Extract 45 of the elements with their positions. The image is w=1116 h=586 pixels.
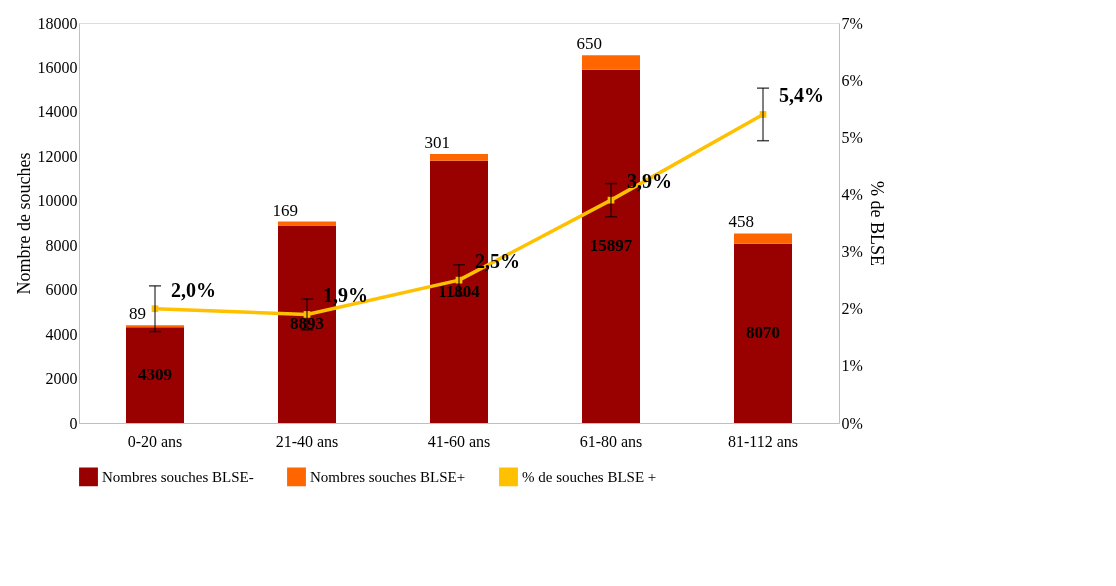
y-tick-label: 4000 [45,325,78,343]
data-label: 89 [129,304,146,324]
y-tick-label: 12000 [37,147,78,165]
bar [582,55,640,70]
data-label: 2,0% [171,278,216,301]
y2-tick-label: 1% [841,357,863,375]
y-tick-label: 2000 [45,370,78,388]
y2-tick-label: 4% [841,185,863,203]
data-label: 11804 [438,281,481,301]
x-tick-label: 61-80 ans [579,432,643,450]
data-label: 15897 [589,236,633,256]
legend-label: Nombres souches BLSE+ [310,468,466,485]
bar [126,327,184,423]
y2-tick-label: 0% [841,414,863,432]
x-tick-label: 81-112 ans [727,432,799,450]
y-tick-label: 14000 [37,103,78,121]
x-tick-label: 21-40 ans [275,432,339,450]
data-label: 169 [272,200,298,220]
x-tick-label: 0-20 ans [127,432,183,450]
legend-label: Nombres souches BLSE- [102,468,254,485]
y-tick-label: 6000 [45,281,78,299]
data-label: 8070 [746,323,780,343]
y-tick-label: 18000 [37,14,78,32]
bar [734,233,792,244]
y-tick-label: 8000 [45,236,78,254]
y-tick-label: 16000 [37,58,78,76]
y-tick-label: 0 [69,414,78,432]
y2-tick-label: 2% [841,300,863,318]
data-label: 650 [576,34,602,54]
x-tick-label: 41-60 ans [427,432,491,450]
y2-tick-label: 3% [841,243,863,261]
bar [430,154,488,161]
y2-axis-title: % de BLSE [866,181,887,266]
y2-tick-label: 5% [841,128,863,146]
data-label: 458 [728,212,754,232]
data-label: 5,4% [779,84,824,107]
y2-tick-label: 7% [841,14,863,32]
bar [734,243,792,423]
y-tick-label: 10000 [37,192,78,210]
y-axis-title: Nombre de souches [13,152,34,295]
data-label: 301 [424,133,450,152]
data-label: 4309 [138,365,172,385]
y2-tick-label: 6% [841,71,863,89]
legend-label: % de souches BLSE + [522,468,657,485]
data-label: 8893 [290,314,324,334]
